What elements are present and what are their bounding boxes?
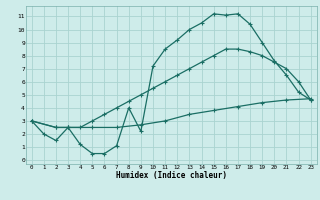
- X-axis label: Humidex (Indice chaleur): Humidex (Indice chaleur): [116, 171, 227, 180]
